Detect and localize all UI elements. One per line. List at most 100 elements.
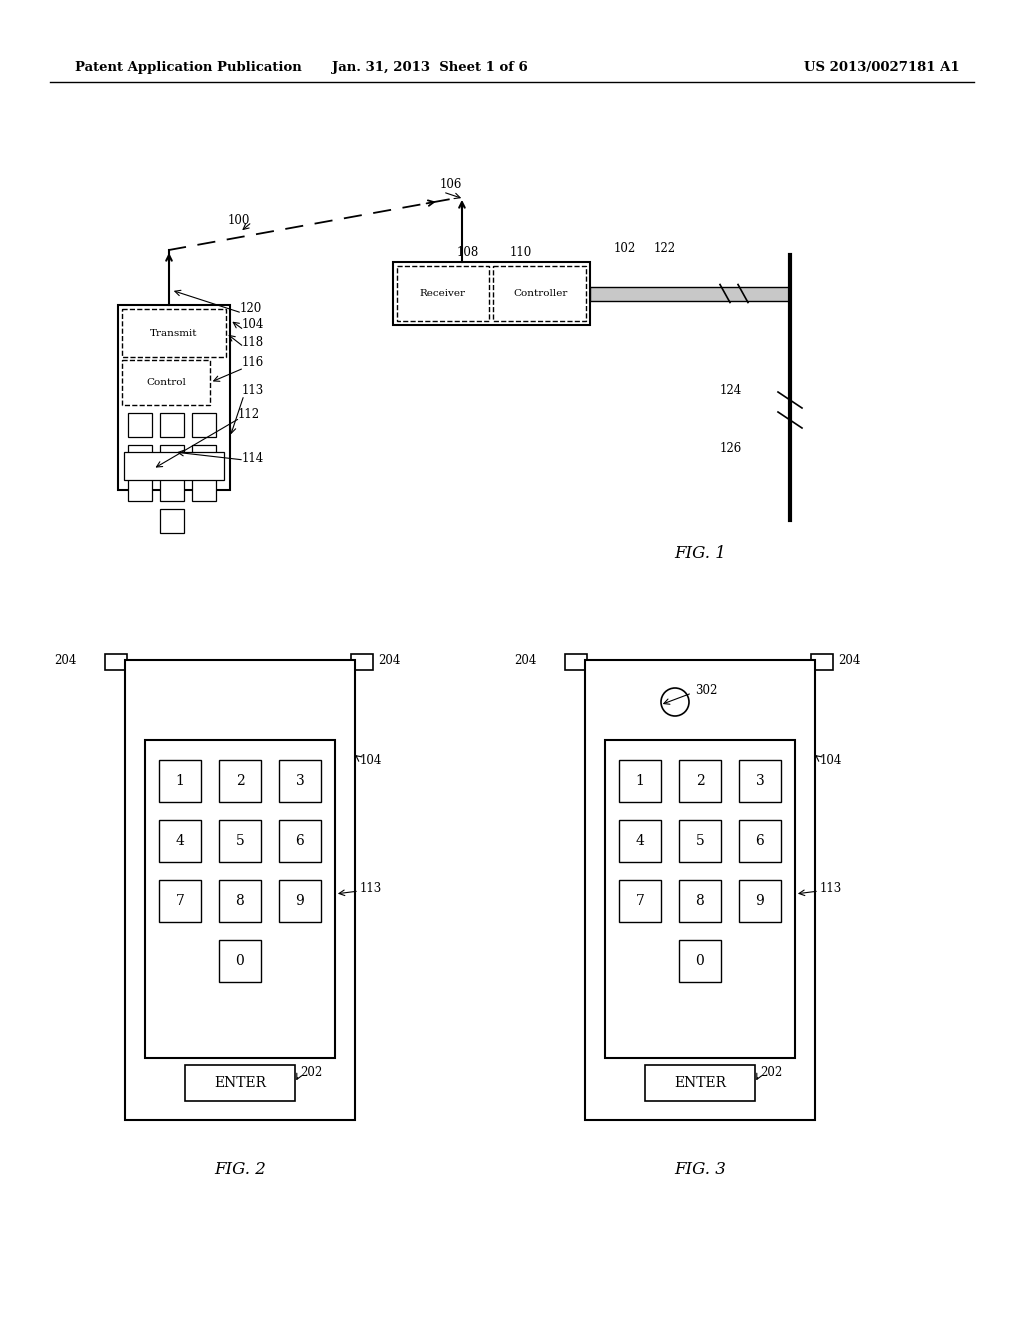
- Bar: [160, 413, 184, 437]
- Text: FIG. 1: FIG. 1: [674, 544, 726, 561]
- Bar: [739, 760, 781, 803]
- Bar: [279, 820, 321, 862]
- Bar: [145, 741, 335, 1059]
- Bar: [493, 267, 586, 321]
- Text: ENTER: ENTER: [674, 1076, 726, 1090]
- Text: 202: 202: [760, 1067, 782, 1080]
- Bar: [618, 820, 662, 862]
- Text: Transmit: Transmit: [151, 329, 198, 338]
- Bar: [124, 451, 224, 480]
- Text: 104: 104: [242, 318, 264, 331]
- Bar: [105, 653, 127, 671]
- Text: 1: 1: [636, 774, 644, 788]
- Text: 204: 204: [838, 653, 860, 667]
- Text: 113: 113: [360, 883, 382, 895]
- Text: 5: 5: [236, 834, 245, 847]
- Text: 4: 4: [636, 834, 644, 847]
- Text: Control: Control: [146, 378, 186, 387]
- Text: 122: 122: [654, 242, 676, 255]
- Text: 8: 8: [695, 894, 705, 908]
- Text: Receiver: Receiver: [419, 289, 465, 298]
- Text: 3: 3: [756, 774, 764, 788]
- Bar: [193, 477, 216, 502]
- Text: US 2013/0027181 A1: US 2013/0027181 A1: [805, 62, 961, 74]
- Bar: [159, 880, 201, 921]
- Text: 120: 120: [240, 301, 262, 314]
- Bar: [122, 360, 210, 405]
- Text: 0: 0: [236, 954, 245, 968]
- Bar: [618, 880, 662, 921]
- Bar: [565, 653, 587, 671]
- Text: 2: 2: [695, 774, 705, 788]
- Text: 102: 102: [614, 242, 636, 255]
- Text: Patent Application Publication: Patent Application Publication: [75, 62, 302, 74]
- Bar: [159, 820, 201, 862]
- Text: 104: 104: [360, 754, 382, 767]
- Text: 204: 204: [378, 653, 400, 667]
- Text: 110: 110: [510, 246, 532, 259]
- Bar: [193, 413, 216, 437]
- Bar: [122, 309, 226, 356]
- Bar: [118, 305, 230, 490]
- Bar: [679, 940, 721, 982]
- Text: 126: 126: [720, 441, 742, 454]
- Text: 1: 1: [175, 774, 184, 788]
- Text: 7: 7: [636, 894, 644, 908]
- Bar: [219, 820, 261, 862]
- Bar: [397, 267, 489, 321]
- Bar: [279, 760, 321, 803]
- Bar: [645, 1065, 755, 1101]
- Circle shape: [662, 688, 689, 715]
- Bar: [219, 940, 261, 982]
- Text: Jan. 31, 2013  Sheet 1 of 6: Jan. 31, 2013 Sheet 1 of 6: [332, 62, 528, 74]
- Bar: [351, 653, 373, 671]
- Text: 112: 112: [238, 408, 260, 421]
- Text: 6: 6: [756, 834, 764, 847]
- Bar: [128, 445, 152, 469]
- Text: 202: 202: [300, 1067, 323, 1080]
- Bar: [679, 820, 721, 862]
- Bar: [279, 880, 321, 921]
- Text: 114: 114: [242, 451, 264, 465]
- Bar: [585, 660, 815, 1119]
- Bar: [219, 880, 261, 921]
- Bar: [393, 261, 590, 325]
- Bar: [159, 760, 201, 803]
- Text: 8: 8: [236, 894, 245, 908]
- Text: 302: 302: [695, 684, 718, 697]
- Text: ENTER: ENTER: [214, 1076, 266, 1090]
- Text: 6: 6: [296, 834, 304, 847]
- Text: 106: 106: [440, 178, 463, 191]
- Text: 108: 108: [457, 246, 479, 259]
- Text: 2: 2: [236, 774, 245, 788]
- Text: 4: 4: [175, 834, 184, 847]
- Bar: [679, 760, 721, 803]
- Bar: [679, 880, 721, 921]
- Bar: [193, 445, 216, 469]
- Bar: [811, 653, 833, 671]
- Bar: [590, 286, 790, 301]
- Bar: [618, 760, 662, 803]
- Text: 116: 116: [242, 356, 264, 370]
- Text: 100: 100: [228, 214, 251, 227]
- Text: 204: 204: [515, 653, 537, 667]
- Text: 124: 124: [720, 384, 742, 396]
- Bar: [739, 820, 781, 862]
- Bar: [605, 741, 795, 1059]
- Text: 9: 9: [296, 894, 304, 908]
- Bar: [160, 510, 184, 533]
- Bar: [128, 477, 152, 502]
- Bar: [125, 660, 355, 1119]
- Text: Controller: Controller: [513, 289, 567, 298]
- Text: 5: 5: [695, 834, 705, 847]
- Bar: [739, 880, 781, 921]
- Text: 113: 113: [820, 883, 843, 895]
- Text: 113: 113: [242, 384, 264, 396]
- Bar: [128, 413, 152, 437]
- Text: 3: 3: [296, 774, 304, 788]
- Text: FIG. 3: FIG. 3: [674, 1162, 726, 1179]
- Text: 7: 7: [175, 894, 184, 908]
- Bar: [160, 477, 184, 502]
- Bar: [219, 760, 261, 803]
- Text: 104: 104: [820, 754, 843, 767]
